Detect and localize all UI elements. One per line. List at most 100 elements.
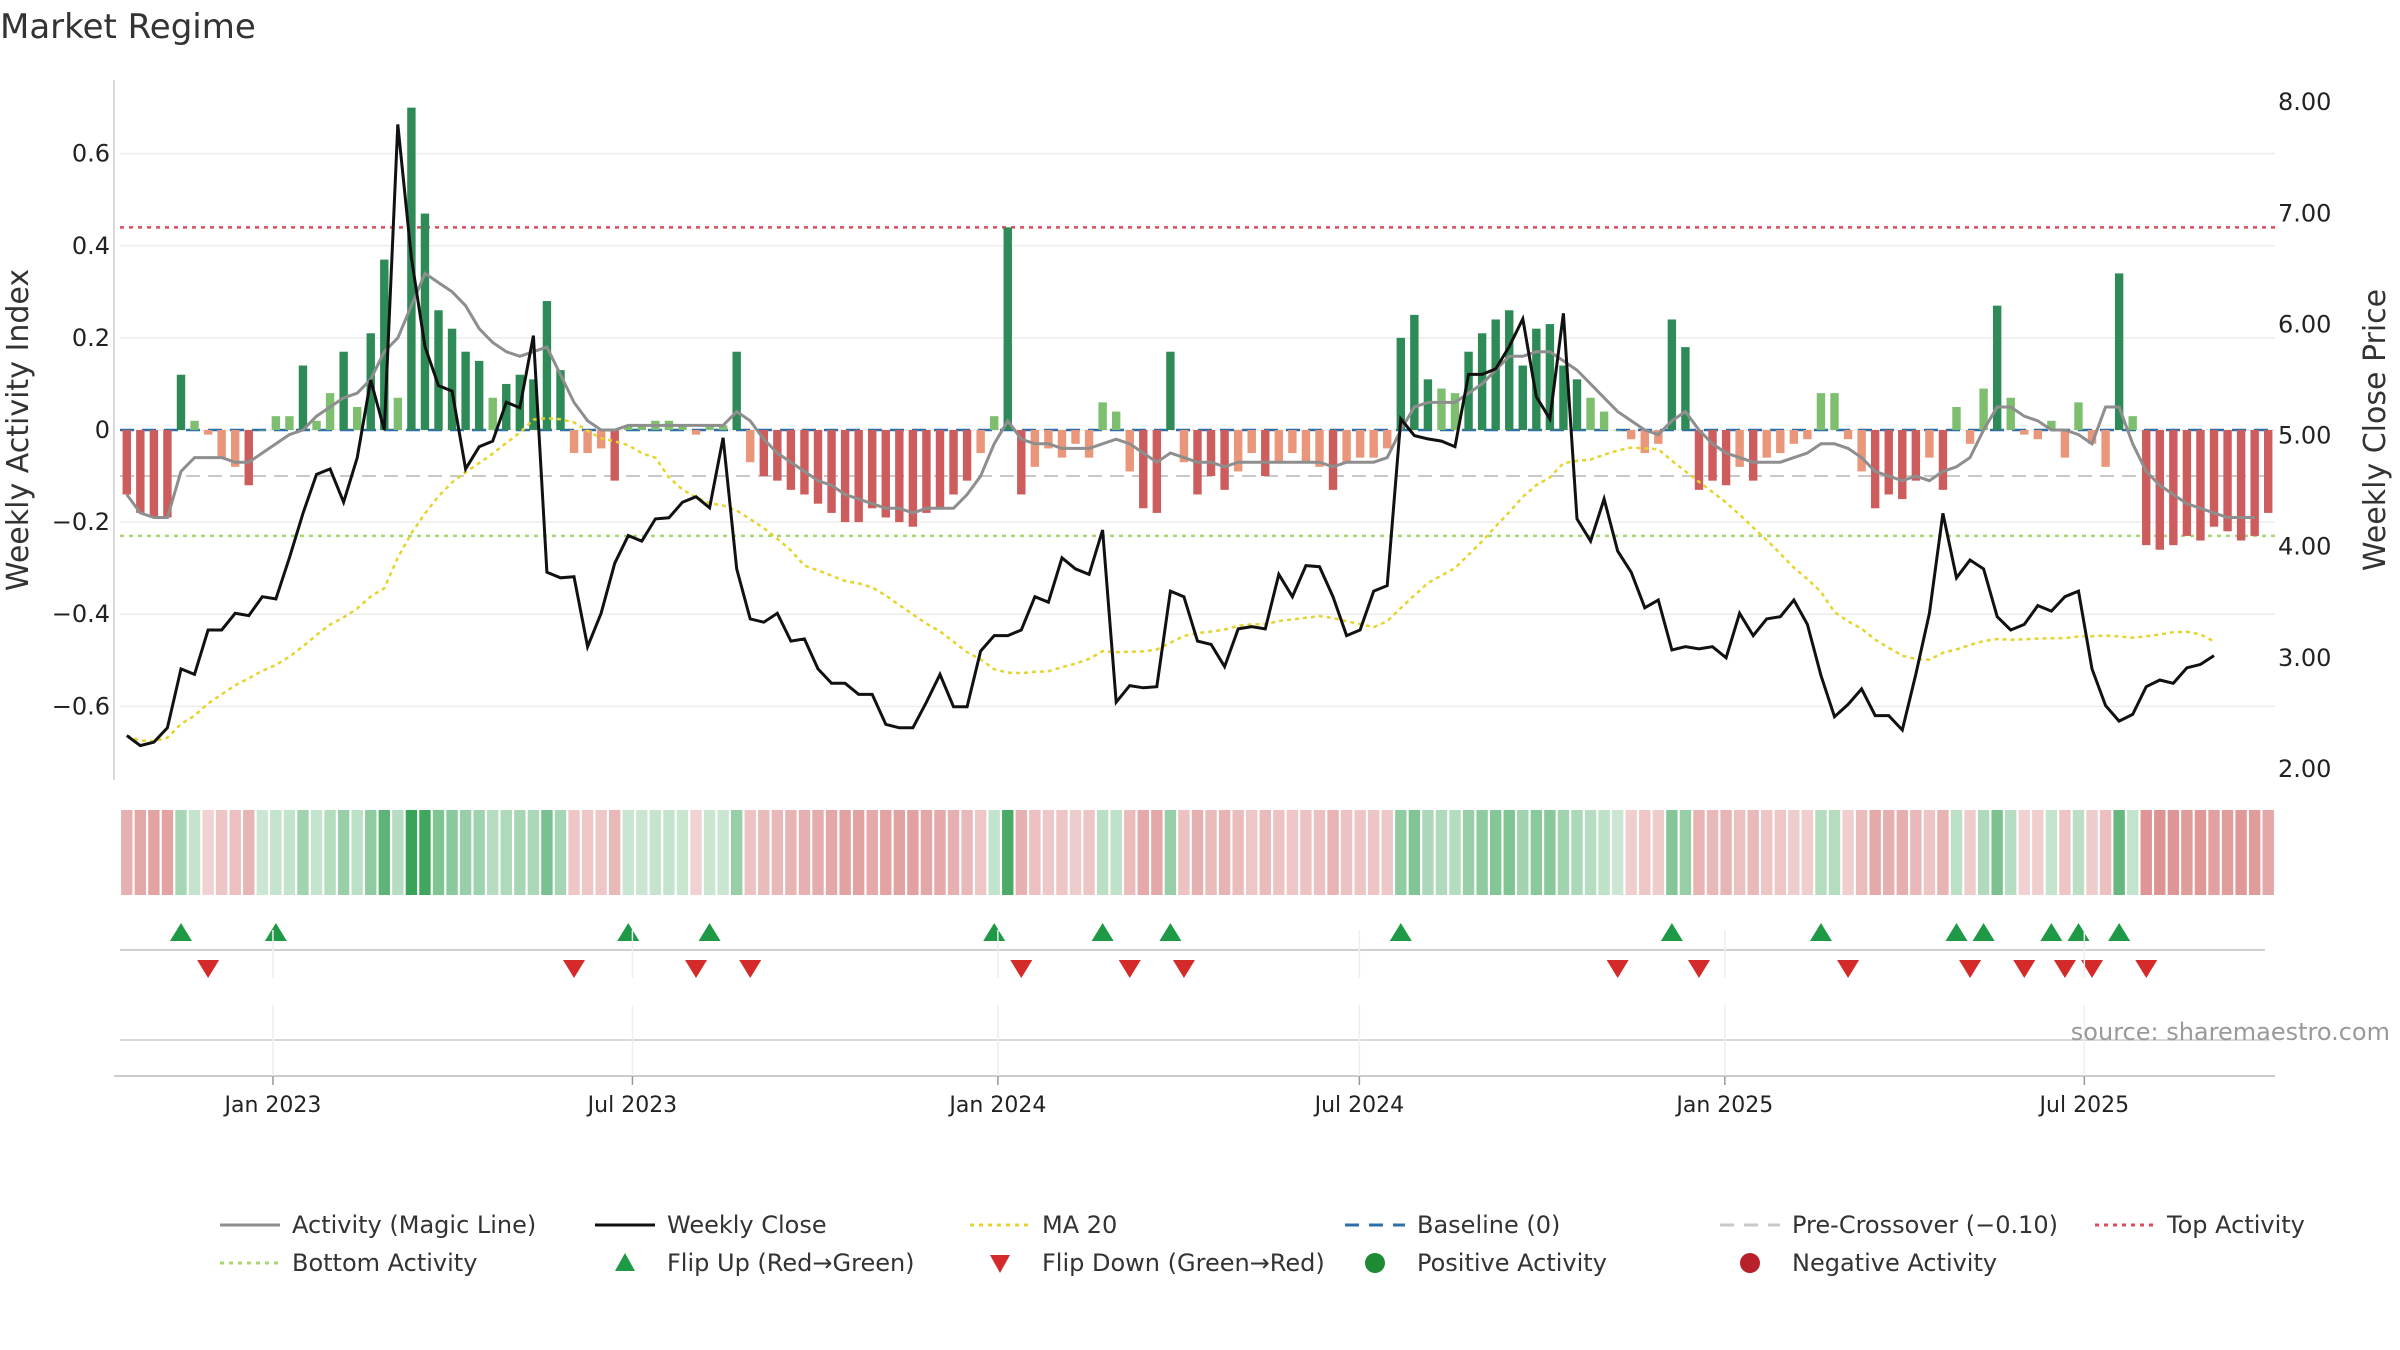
activity-bar (2047, 420, 2056, 430)
activity-bar (149, 430, 159, 518)
regime-cell (1883, 810, 1895, 895)
activity-bar (352, 406, 362, 430)
activity-bar (1423, 379, 1433, 430)
activity-bar (1979, 388, 1988, 430)
activity-bar (868, 430, 877, 509)
activity-bar (2101, 430, 2110, 467)
date-axis: Jan 2023 Jul 2023 Jan 2024 Jul 2024 Jan 2025… (114, 930, 2275, 1118)
regime-cell (595, 810, 607, 895)
regime-cell (1354, 810, 1366, 895)
activity-bar (2006, 397, 2015, 430)
activity-bar (217, 430, 226, 458)
regime-cell (812, 810, 824, 895)
activity-bar (1572, 379, 1582, 430)
regime-cell (541, 810, 553, 895)
y-tick-label: 0.2 (72, 324, 110, 352)
chart-title: Market Regime (0, 7, 256, 47)
regime-cell (446, 810, 458, 895)
flip-down-marker (2053, 960, 2076, 978)
activity-bar (1477, 333, 1487, 430)
regime-cell (771, 810, 784, 895)
activity-bar (1450, 393, 1460, 430)
regime-cell (1706, 810, 1719, 895)
regime-cell (2208, 810, 2220, 895)
regime-cell (852, 810, 865, 895)
regime-cell (1002, 810, 1014, 895)
regime-cell (1991, 810, 2003, 895)
flip-up-marker (698, 923, 721, 941)
activity-bar (1491, 319, 1500, 430)
activity-bar (1708, 430, 1717, 481)
regime-cell (2113, 810, 2125, 895)
regime-cell (1503, 810, 1515, 895)
regime-cell (1611, 810, 1624, 895)
activity-bar (976, 430, 985, 454)
flip-down-marker (2013, 960, 2036, 978)
activity-bar (1992, 305, 2002, 430)
flip-up-marker (264, 923, 287, 941)
regime-cell (1828, 810, 1841, 895)
regime-cell (1517, 810, 1529, 895)
regime-cell (2235, 810, 2247, 895)
activity-bar (1545, 324, 1555, 430)
activity-bar (854, 430, 863, 523)
regime-cell (1584, 810, 1597, 895)
regime-cell (730, 810, 743, 895)
activity-bar (935, 430, 945, 509)
regime-cell (1110, 810, 1122, 895)
activity-bar (1762, 430, 1771, 458)
flip-down-marker (2081, 960, 2104, 978)
activity-bar (881, 430, 890, 518)
activity-bar (312, 420, 321, 430)
regime-cell (500, 810, 512, 895)
activity-bars (122, 107, 2273, 550)
y2-tick-label: 7.00 (2278, 199, 2331, 227)
regime-cell (459, 810, 472, 895)
legend-label: Baseline (0) (1417, 1211, 1560, 1239)
activity-bar (407, 107, 416, 430)
regime-cell (1151, 810, 1163, 895)
activity-bar (718, 425, 728, 430)
x-tick-label: Jan 2025 (1674, 1093, 1773, 1118)
activity-bar (1843, 430, 1853, 440)
activity-bar (163, 430, 172, 518)
regime-cell (1124, 810, 1136, 895)
activity-bar (908, 430, 918, 527)
ma20-line (126, 416, 2215, 743)
activity-bar (1369, 430, 1378, 458)
y2-tick-label: 4.00 (2278, 533, 2331, 561)
activity-bar (691, 430, 701, 435)
flip-up-marker (1159, 923, 1182, 941)
activity-bar (989, 416, 999, 430)
regime-cell (1842, 810, 1854, 895)
regime-cell (2140, 810, 2152, 895)
activity-bar (136, 430, 145, 513)
activity-bar (2155, 430, 2164, 550)
flip-down-marker (1606, 960, 1629, 978)
weekly-close-line (125, 124, 2215, 748)
circle-icon (1365, 1253, 1385, 1273)
regime-cell (297, 810, 309, 895)
activity-bar (1654, 430, 1663, 444)
regime-cell (1246, 810, 1258, 895)
activity-bar (1261, 430, 1270, 477)
y2-tick-label: 3.00 (2278, 644, 2331, 672)
activity-bar (773, 430, 782, 481)
activity-bar (1410, 314, 1419, 430)
regime-cell (337, 810, 350, 895)
regime-cell (1693, 810, 1705, 895)
regime-cell (1666, 810, 1678, 895)
magic-line (125, 271, 2255, 519)
y-tick-label: −0.4 (52, 600, 110, 628)
activity-bar (1789, 430, 1799, 444)
activity-bar (1071, 430, 1080, 444)
activity-bar (434, 310, 443, 430)
regime-cell (392, 810, 404, 895)
activity-bar (1233, 430, 1243, 472)
activity-bar (1328, 430, 1338, 490)
activity-bar (1586, 397, 1595, 430)
regime-cell (514, 810, 526, 895)
regime-cell (2018, 810, 2030, 895)
regime-cell (1571, 810, 1583, 895)
regime-cell (1910, 810, 1922, 895)
